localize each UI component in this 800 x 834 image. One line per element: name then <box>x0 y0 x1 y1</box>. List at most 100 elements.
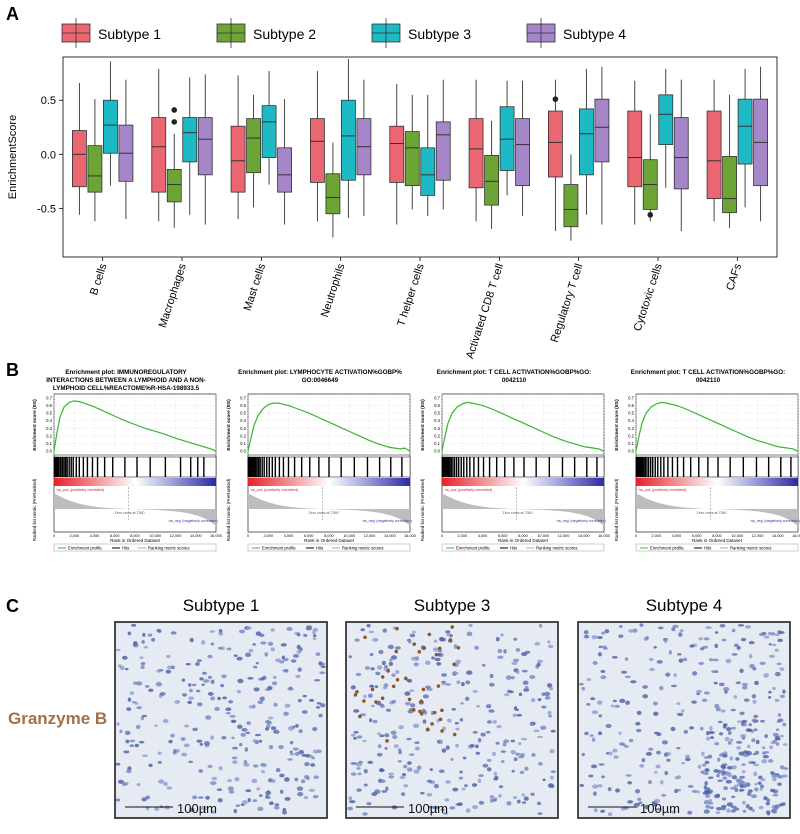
nucleus <box>421 708 426 713</box>
nucleus <box>475 744 479 749</box>
nucleus <box>229 715 236 718</box>
x-tick-label: 16,000 <box>792 534 800 538</box>
y-tick-label: 0.0 <box>240 449 246 454</box>
plot-title: Enrichment plot: T CELL ACTIVATION%GOBP%… <box>631 369 785 376</box>
box <box>420 147 436 196</box>
y-tick-label: 0.3 <box>46 426 52 431</box>
stained-cell <box>386 669 390 673</box>
nucleus <box>369 685 375 688</box>
nucleus <box>743 698 750 702</box>
nucleus <box>652 701 658 706</box>
nucleus <box>618 625 623 628</box>
nucleus <box>138 740 145 744</box>
nucleus <box>456 680 461 685</box>
nucleus <box>245 789 252 793</box>
nucleus <box>537 698 542 702</box>
nucleus <box>583 630 589 635</box>
nucleus <box>189 688 193 693</box>
stained-cell <box>421 687 426 692</box>
nucleus <box>246 626 252 630</box>
nucleus <box>441 682 448 686</box>
nucleus <box>496 724 502 729</box>
nucleus <box>691 700 697 704</box>
nucleus <box>312 634 317 638</box>
nucleus <box>708 731 714 734</box>
box <box>261 105 277 158</box>
nucleus <box>539 623 543 628</box>
box <box>594 98 610 163</box>
nucleus <box>318 661 323 666</box>
annotation: 'na_pos' (positively correlated) <box>638 488 686 492</box>
stained-cell <box>358 714 362 719</box>
nucleus <box>592 737 596 742</box>
nucleus <box>195 689 201 693</box>
stained-cell <box>355 690 359 694</box>
nucleus <box>348 796 353 801</box>
stained-cell <box>385 739 389 743</box>
nucleus <box>605 752 610 755</box>
x-tick-label: 4,000 <box>90 534 100 538</box>
nucleus <box>723 786 727 789</box>
nucleus <box>116 648 121 652</box>
nucleus <box>208 675 212 680</box>
nucleus <box>228 700 234 704</box>
nucleus <box>398 725 405 730</box>
nucleus <box>127 697 132 702</box>
nucleus <box>698 661 705 665</box>
nucleus <box>618 731 622 735</box>
nucleus <box>139 656 144 659</box>
nucleus <box>395 669 400 674</box>
nucleus <box>725 658 732 664</box>
nucleus <box>220 646 225 651</box>
nucleus <box>772 777 777 782</box>
box <box>389 125 405 183</box>
nucleus <box>685 754 690 759</box>
x-tick-label: Neutrophils <box>319 262 348 319</box>
nucleus <box>671 627 676 632</box>
nucleus <box>272 779 276 784</box>
tissue-image <box>345 621 559 819</box>
nucleus <box>363 783 368 787</box>
nucleus <box>359 713 367 717</box>
x-tick-label: B cells <box>88 262 110 297</box>
nucleus <box>310 763 316 767</box>
nucleus <box>615 788 621 793</box>
nucleus <box>739 783 744 789</box>
plot-title: Enrichment plot: IMMUNOREGULATORY <box>65 369 187 376</box>
nucleus <box>389 658 393 662</box>
nucleus <box>697 764 702 769</box>
nucleus <box>158 779 165 784</box>
nucleus <box>188 683 192 687</box>
nucleus <box>775 728 780 731</box>
nucleus <box>455 727 460 731</box>
stained-cell <box>380 675 385 679</box>
nucleus <box>237 678 244 684</box>
nucleus <box>384 746 388 750</box>
outlier <box>171 107 178 113</box>
nucleus <box>612 699 617 703</box>
y-tick-label: 0.7 <box>46 395 52 400</box>
nucleus <box>279 773 285 778</box>
nucleus <box>318 713 323 718</box>
nucleus <box>777 638 783 643</box>
nucleus <box>393 744 399 748</box>
nucleus <box>292 747 299 751</box>
nucleus <box>181 752 188 757</box>
nucleus <box>188 696 194 700</box>
annotation: 'na_neg' (negatively correlated) <box>750 519 800 523</box>
box <box>325 173 341 215</box>
nucleus <box>722 753 728 758</box>
stained-cell <box>370 687 375 692</box>
nucleus <box>472 731 478 734</box>
nucleus <box>260 763 266 766</box>
nucleus <box>201 683 205 686</box>
box <box>103 99 118 154</box>
nucleus <box>639 623 644 627</box>
nucleus <box>497 655 504 659</box>
nucleus <box>550 784 555 789</box>
x-tick-label: 8,000 <box>518 534 528 538</box>
nucleus <box>478 800 485 805</box>
y-tick-label: 0.2 <box>434 433 440 438</box>
nucleus <box>611 656 618 659</box>
nucleus <box>126 707 132 712</box>
